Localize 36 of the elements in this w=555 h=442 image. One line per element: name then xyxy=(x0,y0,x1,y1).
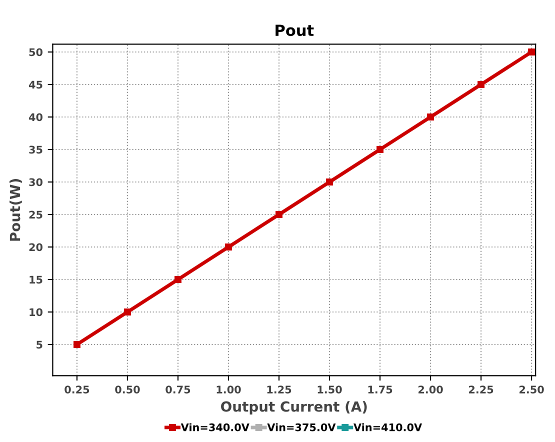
legend-label: Vin=375.0V xyxy=(267,423,336,432)
x-tick-label: 2.50 xyxy=(520,386,544,394)
x-tick-label: 0.75 xyxy=(166,386,190,394)
point xyxy=(528,48,536,56)
y-tick-label: 25 xyxy=(29,210,42,219)
point xyxy=(478,81,484,88)
x-tick-label: 2.25 xyxy=(469,386,494,394)
x-tick-label: 1.75 xyxy=(368,386,392,394)
y-tick-label: 5 xyxy=(36,340,42,349)
y-tick-label: 20 xyxy=(29,243,43,252)
y-tick-label: 30 xyxy=(29,178,43,186)
point xyxy=(124,308,131,316)
x-tick-label: 0.50 xyxy=(115,386,140,394)
legend-label: Vin=410.0V xyxy=(354,423,422,432)
y-tick-label: 10 xyxy=(30,308,43,316)
point xyxy=(225,244,232,250)
point xyxy=(73,341,80,348)
x-tick-label: 1.50 xyxy=(318,386,342,394)
y-tick-label: 35 xyxy=(29,146,42,154)
y-axis-title: Pout(W) xyxy=(10,179,22,241)
legend-label: Vin=340.0V xyxy=(180,423,250,432)
y-tick-label: 15 xyxy=(30,276,42,284)
point xyxy=(427,114,434,120)
y-tick-label: 45 xyxy=(28,80,42,89)
x-tick-label: 0.25 xyxy=(64,386,90,394)
y-tick-label: 50 xyxy=(29,48,43,56)
x-axis-title: Output Current (A) xyxy=(221,401,367,414)
point xyxy=(276,211,282,218)
x-tick-label: 1.25 xyxy=(267,386,292,394)
point xyxy=(376,146,384,153)
x-tick-label: 2.00 xyxy=(418,386,443,394)
y-tick-label: 40 xyxy=(28,113,43,122)
point xyxy=(326,178,333,186)
point xyxy=(174,276,182,283)
x-tick-label: 1.00 xyxy=(216,386,241,394)
chart-title: Pout xyxy=(276,24,314,36)
